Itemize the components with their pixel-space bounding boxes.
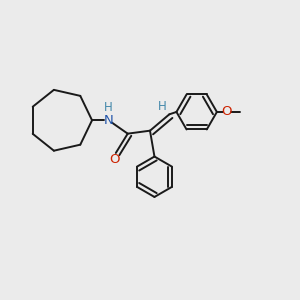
Text: N: N [103,114,113,127]
Text: H: H [104,101,113,114]
Text: O: O [109,153,120,166]
Text: O: O [221,106,232,118]
Text: H: H [158,100,166,112]
